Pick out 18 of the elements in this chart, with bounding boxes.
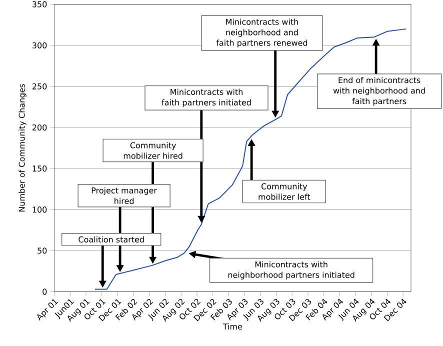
annotation: Minicontracts with faith partners initiated bbox=[162, 88, 251, 108]
y-axis-title: Number of Community Changes bbox=[18, 84, 26, 212]
annotation: Minicontracts with neighborhood partners initiated bbox=[228, 261, 354, 280]
y-tick-label: 50 bbox=[38, 248, 47, 254]
annotation: Coalition started bbox=[78, 236, 144, 242]
annotation: Community mobilizer left bbox=[258, 183, 310, 200]
annotation: Project manager hired bbox=[92, 187, 157, 204]
y-tick-label: 350 bbox=[32, 1, 47, 8]
annotation: Minicontracts with neighborhood and faith partners renewed bbox=[216, 18, 308, 48]
annotation: End of minicontracts with neighborhood and faith partners bbox=[333, 76, 425, 106]
y-tick-label: 100 bbox=[32, 206, 47, 213]
y-tick-label: 250 bbox=[32, 83, 47, 90]
y-tick-label: 300 bbox=[32, 42, 47, 48]
x-axis-title: Time bbox=[222, 323, 242, 330]
annotation: Community mobilizer hired bbox=[124, 142, 182, 159]
y-tick-label: 150 bbox=[32, 165, 47, 172]
y-tick-label: 200 bbox=[32, 124, 47, 130]
y-tick-label: 0 bbox=[42, 288, 47, 295]
